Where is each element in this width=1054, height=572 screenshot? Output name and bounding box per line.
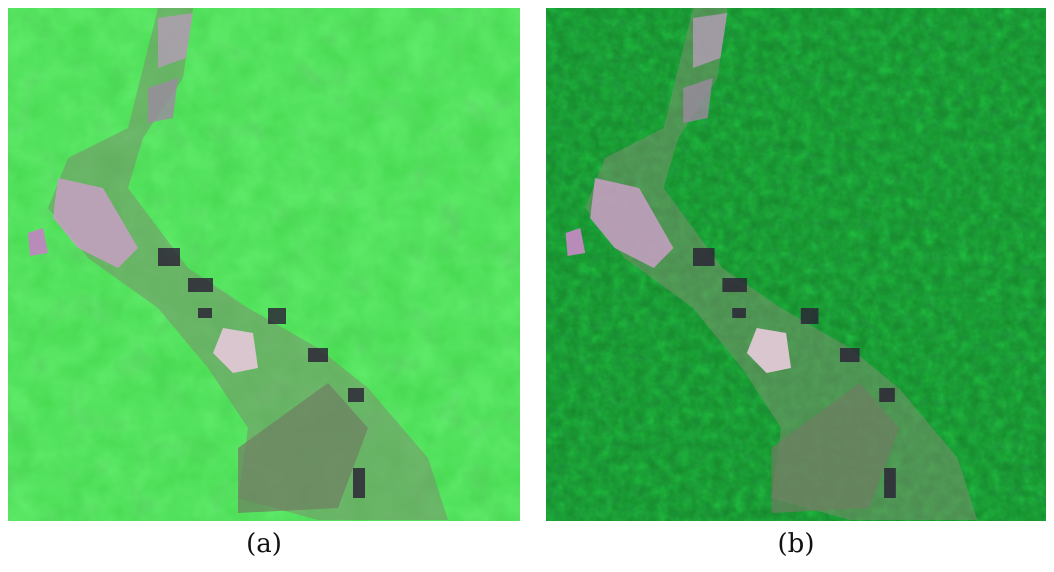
panel-b	[546, 8, 1046, 521]
panel-a	[8, 8, 520, 521]
figure: (a) (b)	[0, 0, 1054, 567]
caption: (b)	[778, 529, 815, 559]
caption: (a)	[246, 529, 282, 559]
